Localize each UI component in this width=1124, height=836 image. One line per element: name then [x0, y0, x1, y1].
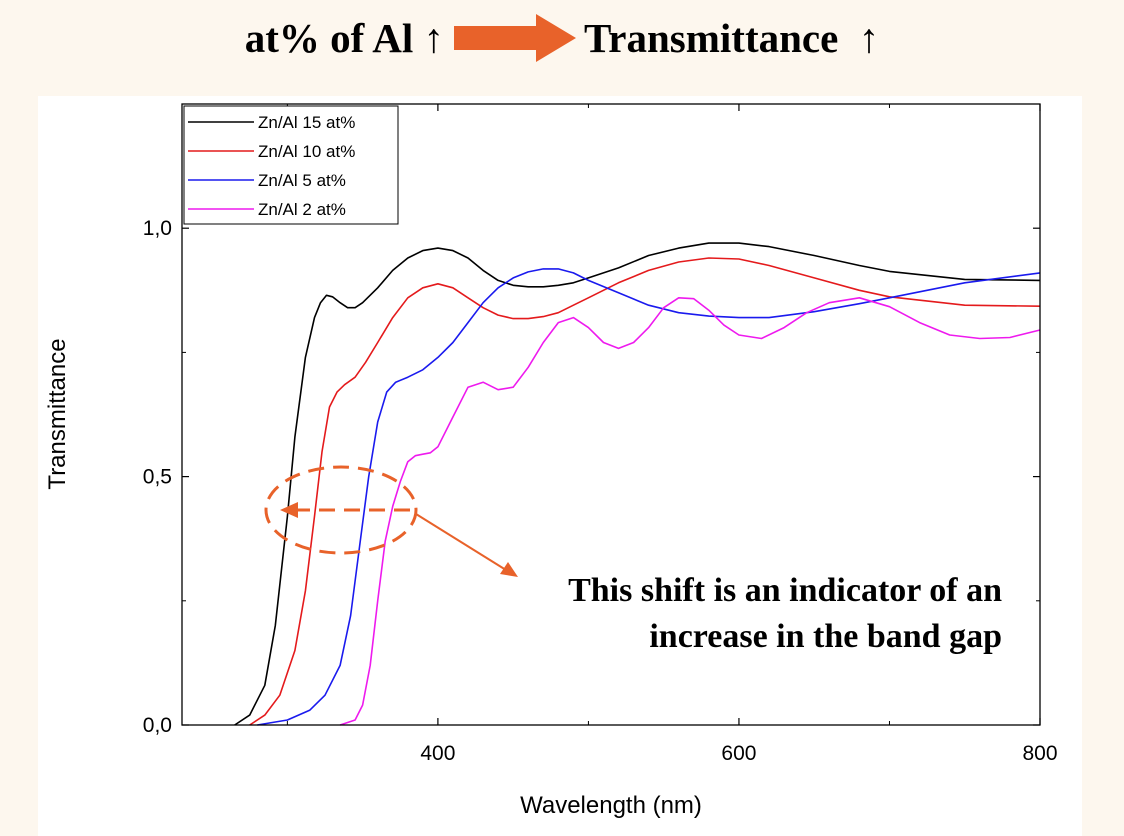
shift-highlight-ellipse	[264, 465, 418, 555]
tick-layer: 400 600 800 0,0 0,5 1,0	[143, 104, 1058, 765]
series-line-3	[257, 268, 1041, 726]
legend-label: Zn/Al 10 at%	[258, 142, 355, 161]
legend-label: Zn/Al 5 at%	[258, 171, 346, 190]
x-tick-label: 800	[1022, 742, 1057, 765]
shift-arrowhead	[280, 502, 298, 518]
series-line-1	[234, 242, 1041, 726]
right-arrow-icon	[453, 14, 576, 62]
callout-arrow-line	[415, 513, 507, 571]
headline-right-text: Transmittance ↑	[583, 15, 880, 61]
x-tick-label: 400	[420, 742, 455, 765]
y-axis-title: Transmittance	[44, 338, 71, 489]
headline: at% of Al ↑ Transmittance ↑	[0, 8, 1124, 68]
x-axis-title: Wavelength (nm)	[520, 792, 702, 819]
transmittance-chart: 400 600 800 0,0 0,5 1,0 Zn/Al 15 at% Zn/Al 10 …	[44, 103, 1058, 819]
series-layer	[234, 242, 1041, 726]
headline-left-text: at% of Al ↑	[244, 15, 444, 61]
chart-panel: 400 600 800 0,0 0,5 1,0 Zn/Al 15 at% Zn/Al 10 …	[38, 96, 1082, 836]
legend-box	[183, 105, 399, 225]
plot-frame	[181, 103, 1041, 726]
y-tick-label: 0,5	[143, 466, 172, 489]
annotation-text: This shift is an indicator of an increas…	[568, 572, 1002, 655]
series-line-2	[249, 257, 1041, 726]
legend-label: Zn/Al 15 at%	[258, 113, 355, 132]
y-tick-label: 1,0	[143, 217, 172, 240]
y-tick-label: 0,0	[143, 714, 172, 737]
series-line-4	[339, 297, 1041, 726]
shift-annotation	[264, 465, 518, 577]
legend-label: Zn/Al 2 at%	[258, 200, 346, 219]
legend: Zn/Al 15 at% Zn/Al 10 at% Zn/Al 5 at% Zn/Al…	[183, 105, 399, 225]
callout-arrowhead	[500, 562, 518, 577]
x-tick-label: 600	[721, 742, 756, 765]
